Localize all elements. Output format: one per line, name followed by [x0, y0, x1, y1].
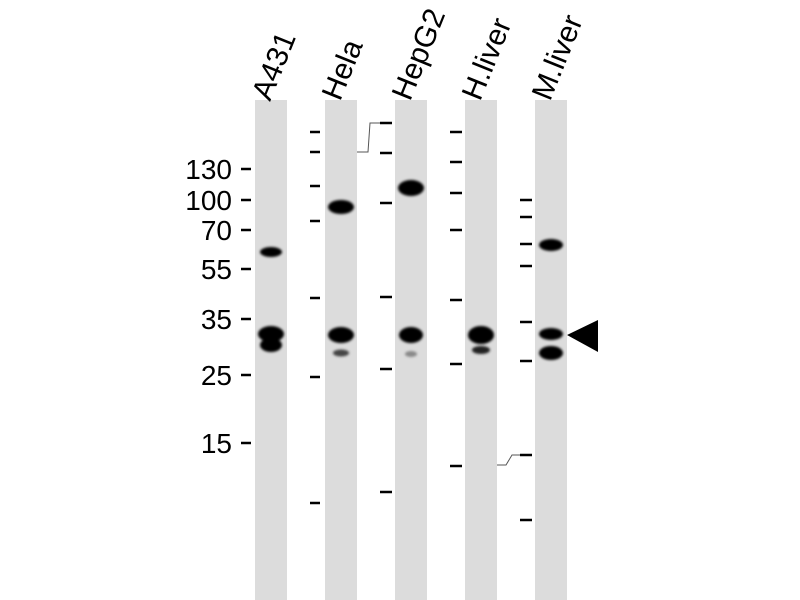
left-pointing-triangle-icon — [567, 320, 598, 352]
band — [328, 327, 354, 343]
lane-label: M.liver — [526, 10, 590, 104]
lane-label: HepG2 — [386, 4, 452, 105]
lane-label: Hela — [316, 35, 370, 105]
band — [472, 346, 490, 354]
band — [468, 326, 494, 344]
band — [539, 328, 563, 340]
band — [539, 346, 563, 360]
band — [260, 338, 282, 352]
band — [260, 247, 282, 257]
marker-ticks — [241, 121, 532, 522]
connector-line — [497, 454, 520, 466]
mw-label: 55 — [201, 254, 232, 285]
band — [399, 327, 423, 343]
mw-label: 35 — [201, 304, 232, 335]
band — [539, 239, 563, 251]
mw-label: 100 — [185, 185, 232, 216]
mw-label: 130 — [185, 154, 232, 185]
lane-label: A431 — [246, 27, 303, 104]
band — [405, 351, 417, 357]
lane-hepg2 — [395, 100, 427, 600]
mw-label: 70 — [201, 215, 232, 246]
mw-label: 25 — [201, 360, 232, 391]
band — [328, 200, 354, 214]
band — [258, 326, 284, 342]
lane-label: H.liver — [456, 13, 518, 104]
band — [398, 180, 424, 196]
connector-line — [357, 122, 380, 153]
mw-label: 15 — [201, 428, 232, 459]
band — [333, 349, 349, 357]
